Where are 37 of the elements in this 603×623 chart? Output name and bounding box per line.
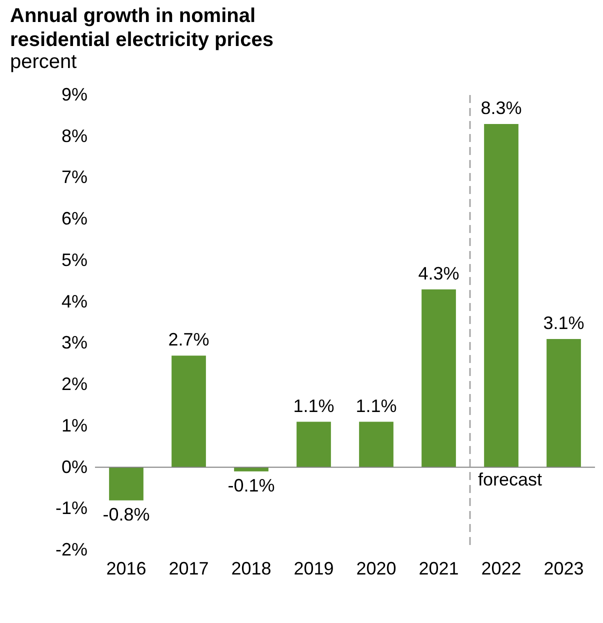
y-tick-label: 4%: [61, 291, 88, 312]
data-label: 1.1%: [293, 396, 334, 416]
data-label: 2.7%: [168, 330, 210, 350]
x-tick-label: 2021: [418, 558, 459, 578]
y-tick-label: 8%: [61, 126, 88, 146]
x-tick-label: 2022: [481, 558, 522, 578]
data-label: -0.1%: [228, 475, 275, 496]
x-tick-label: 2018: [231, 558, 272, 578]
y-tick-label: 7%: [61, 167, 88, 188]
y-tick-label: 6%: [61, 208, 88, 229]
x-tick-label: 2019: [294, 558, 334, 578]
bar: [546, 339, 581, 468]
y-tick-label: -2%: [55, 540, 88, 560]
data-label: 3.1%: [543, 313, 584, 334]
bar: [359, 422, 394, 468]
bar: [296, 422, 331, 468]
y-tick-label: 5%: [61, 250, 88, 270]
ref-line-label: forecast: [478, 469, 542, 490]
x-tick-label: 2016: [106, 558, 146, 578]
bar: [109, 467, 144, 500]
bar: [172, 356, 206, 468]
y-tick-label: 3%: [61, 332, 88, 353]
bar: [422, 289, 456, 468]
data-label: 8.3%: [480, 98, 522, 118]
y-tick-label: 0%: [61, 456, 88, 477]
y-tick-label: -1%: [55, 498, 88, 518]
y-tick-label: 1%: [61, 415, 88, 436]
x-tick-label: 2020: [356, 558, 396, 578]
y-tick-label: 9%: [61, 84, 88, 104]
chart-subtitle: percent: [10, 51, 78, 73]
data-label: 4.3%: [418, 263, 460, 284]
data-label: -0.8%: [102, 504, 150, 524]
x-tick-label: 2023: [544, 558, 584, 578]
data-label: 1.1%: [356, 396, 397, 416]
bar: [484, 124, 518, 468]
y-tick-label: 2%: [61, 374, 88, 394]
x-tick-label: 2017: [168, 558, 209, 578]
